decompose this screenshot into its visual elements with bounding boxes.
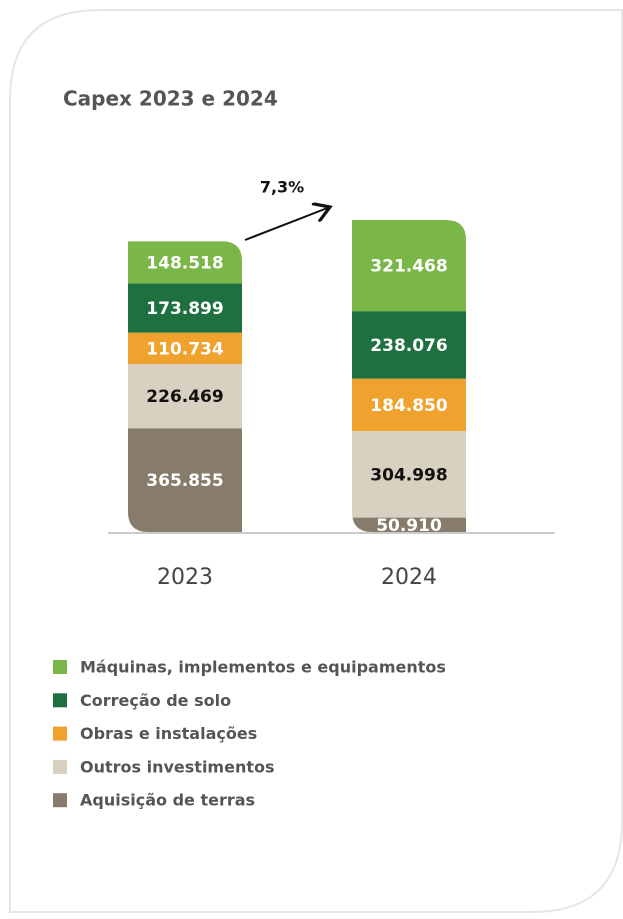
x-tick-label: 2024: [381, 565, 437, 590]
stack: [128, 241, 242, 532]
value-label: 110.734: [146, 339, 224, 359]
legend-label: Máquinas, implementos e equipamentos: [80, 658, 446, 677]
legend-swatch: [53, 660, 67, 674]
bar-segment: [352, 220, 466, 312]
legend-label: Obras e instalações: [80, 724, 257, 743]
x-tick-label: 2023: [157, 565, 213, 590]
value-label: 173.899: [146, 299, 223, 319]
bar-segment: [128, 241, 242, 284]
legend-swatch: [53, 759, 67, 774]
value-label: 148.518: [146, 253, 223, 273]
annotation: 7,3%: [260, 178, 304, 197]
legend-label: Outros investimentos: [80, 757, 275, 776]
legend-swatch: [53, 793, 67, 808]
value-label: 226.469: [146, 387, 223, 407]
stack: [352, 220, 466, 532]
bar-segment: [352, 431, 466, 518]
value-label: 238.076: [370, 336, 447, 356]
card: [9, 9, 623, 913]
value-label: 50.910: [376, 516, 442, 536]
legend-label: Correção de solo: [80, 691, 231, 710]
bar-segment: [128, 283, 242, 333]
value-label: 365.855: [146, 471, 223, 491]
bar-segment: [128, 332, 242, 365]
value-label: 184.850: [370, 396, 448, 416]
value-label: 304.998: [370, 465, 447, 485]
bar-segment: [128, 428, 242, 532]
chart-title: Capex 2023 e 2024: [63, 87, 278, 111]
bar-segment: [352, 517, 466, 532]
value-label: 321.468: [370, 257, 447, 277]
bar-segment: [352, 378, 466, 432]
bar-segment: [352, 311, 466, 379]
legend-swatch: [53, 693, 67, 708]
bar-segment: [128, 364, 242, 429]
growth-arrow: [244, 207, 330, 241]
legend-swatch: [53, 726, 67, 741]
legend-label: Aquisição de terras: [80, 791, 255, 810]
